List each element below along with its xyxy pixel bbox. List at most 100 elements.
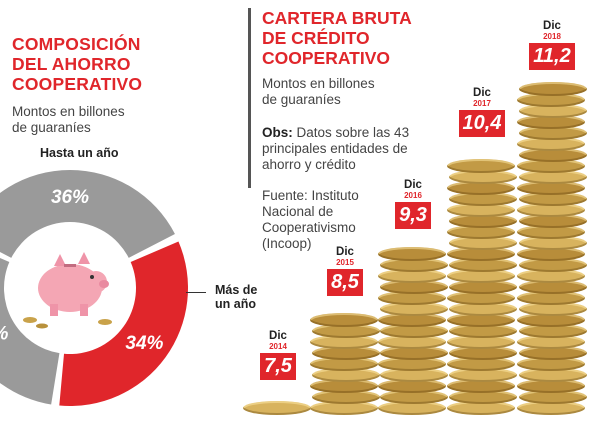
coin [517,379,585,393]
coin [519,346,587,360]
coin [519,170,587,184]
bar-year-label: 2018 [543,32,561,41]
coin [519,192,587,206]
coin [378,400,446,415]
coin [519,126,587,140]
coin [517,247,585,261]
credit-note: Obs: Datos sobre las 43 principales enti… [262,125,447,173]
coin [312,323,380,338]
coin [310,356,378,371]
coin [310,400,378,415]
coin [378,290,446,305]
coin [449,213,517,228]
bar-value-badge: Dic 2016 9,3 [382,179,444,230]
coin [519,390,587,404]
credit-title-line: COOPERATIVO [262,48,391,68]
coin [519,302,587,316]
coin [378,246,446,261]
coin [449,169,517,184]
coin [449,323,517,338]
coin [380,301,448,316]
bar-year-label: 2014 [269,342,287,351]
coin [447,334,515,349]
coin [449,191,517,206]
credit-title: CARTERA BRUTA DE CRÉDITO COOPERATIVO [262,8,462,68]
coin [519,368,587,382]
bar-value-badge: Dic 2014 7,5 [247,330,309,380]
bar-month-label: Dic [404,179,422,192]
coin [517,401,585,415]
piggy-bank-icon [23,252,112,329]
donut-slice-value: 36% [51,187,89,208]
bar-value-label: 8,5 [327,269,363,297]
source-line: Cooperativismo [262,220,356,235]
savings-title-line: DEL AHORRO [12,54,131,74]
slice-label-right: Más de un año [215,283,258,311]
credit-title-line: CARTERA BRUTA [262,8,412,28]
coin [447,378,515,393]
credit-source: Fuente: Instituto Nacional de Cooperativ… [262,188,432,252]
bar-month-label: Dic [336,246,354,259]
credit-subtitle: Montos en billones de guaraníes [262,76,432,108]
coin [519,280,587,294]
coin [519,214,587,228]
coin [310,334,378,349]
coin [517,291,585,305]
coin [517,335,585,349]
coin [380,279,448,294]
coin [447,202,515,217]
coin [517,159,585,173]
bar-coin-stack [517,82,587,415]
donut-slice [0,170,175,258]
coin [378,334,446,349]
slice-label-top: Hasta un año [40,146,119,160]
slice-connector-line [186,292,206,293]
donut-slice-value: 30% [0,323,8,344]
coin [517,181,585,195]
bar-value-label: 10,4 [458,110,506,138]
savings-subtitle-line: de guaraníes [12,120,91,135]
coin [378,268,446,283]
coin [519,236,587,250]
bar-month-label: Dic [543,20,561,32]
credit-subtitle-line: de guaraníes [262,92,341,107]
credit-subtitle-line: Montos en billones [262,76,375,91]
bar-coin-stack [378,241,448,415]
bar-year-label: 2016 [404,191,422,201]
coin [449,257,517,272]
coin [517,93,585,107]
coin [517,225,585,239]
coin [517,269,585,283]
bar-value-badge: Dic 2015 8,5 [314,246,376,297]
coin [447,246,515,261]
savings-subtitle-line: Montos en billones [12,104,125,119]
coin [312,367,380,382]
coin [447,268,515,283]
savings-title-line: COMPOSICIÓN [12,34,141,54]
bar-year-label: 2017 [473,99,491,109]
coin [310,312,378,327]
coin [380,345,448,360]
coin [378,378,446,393]
bar-month-label: Dic [269,330,287,342]
coin [447,400,515,415]
coin [312,389,380,404]
coin [310,378,378,393]
coin [519,148,587,162]
bar-value-label: 9,3 [395,202,431,230]
coin [447,356,515,371]
bar-value-badge: Dic 2017 10,4 [451,87,513,138]
bar-coin-stack [310,308,380,415]
coin [380,323,448,338]
coin [517,357,585,371]
bar-value-label: 11,2 [529,43,575,70]
credit-title-line: DE CRÉDITO [262,28,370,48]
coin [517,203,585,217]
coin [449,389,517,404]
coin [449,279,517,294]
donut-slice [59,241,189,407]
bar-coin-stack [447,149,517,415]
bar-value-label: 7,5 [260,353,296,380]
source-line: (Incoop) [262,236,312,251]
